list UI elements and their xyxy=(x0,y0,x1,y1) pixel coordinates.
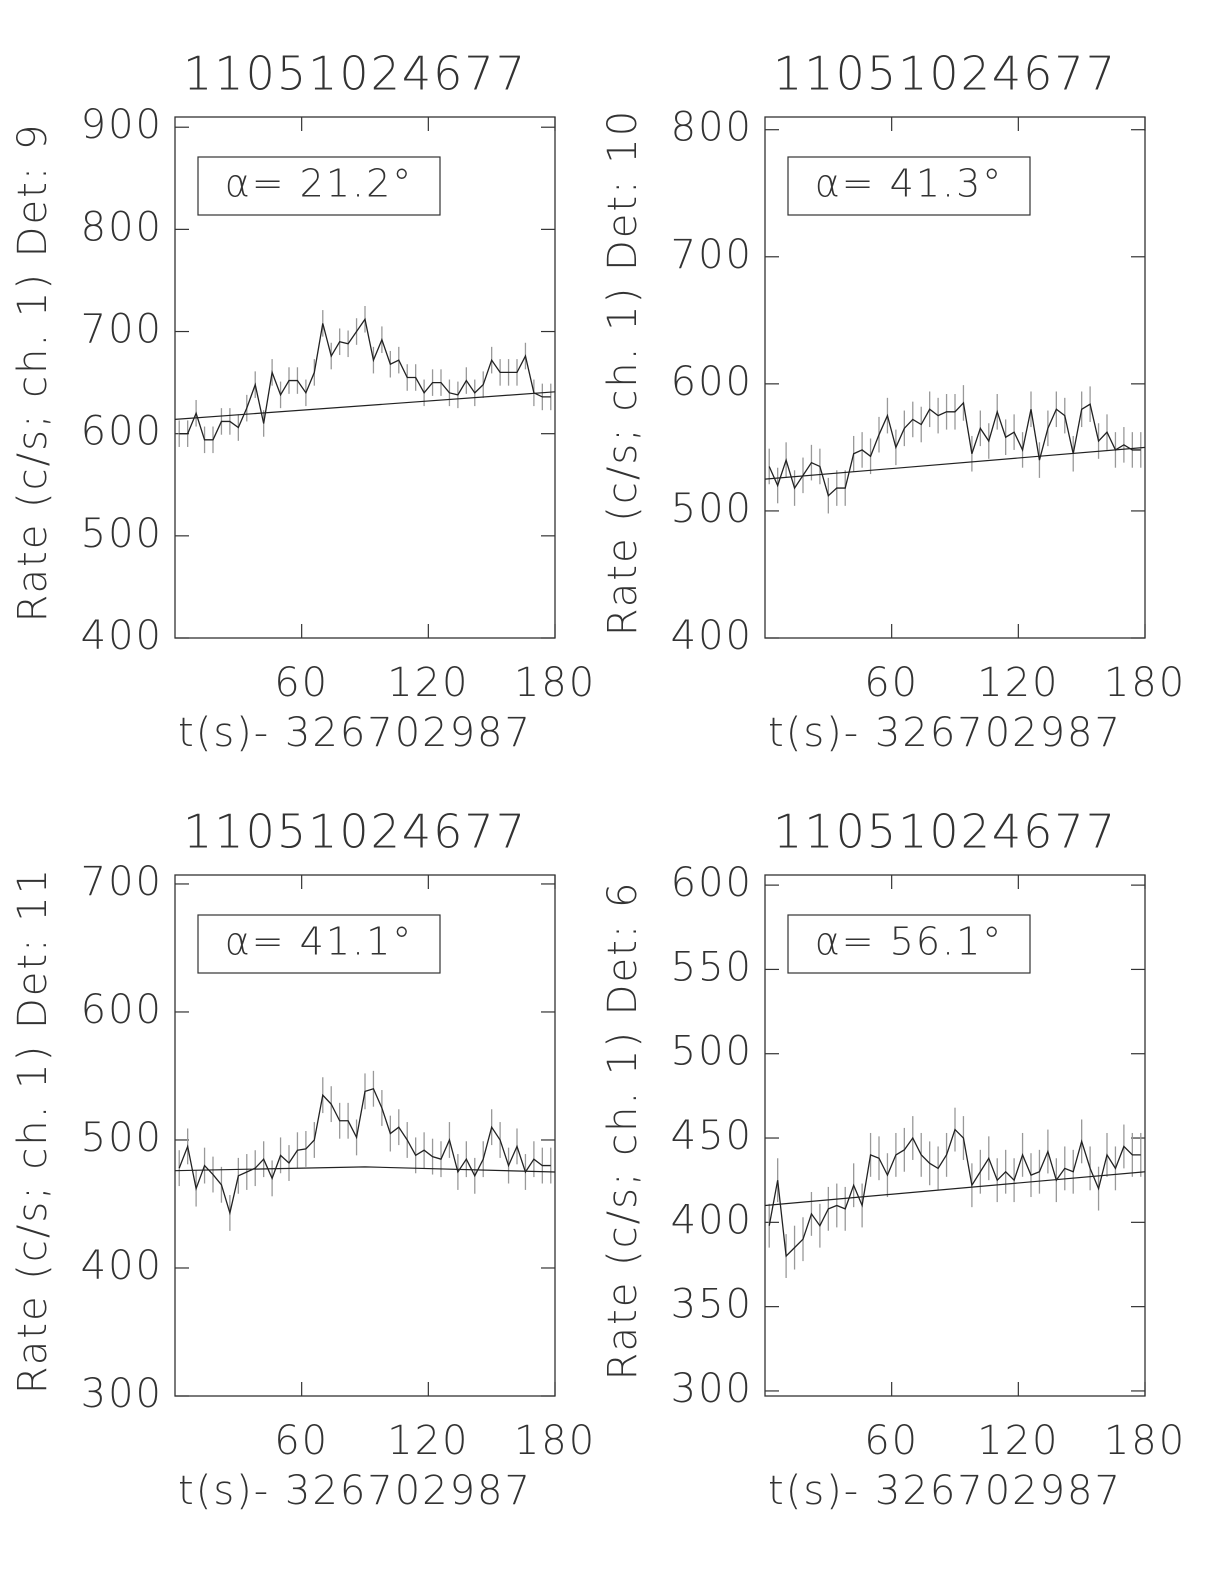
plot-frame xyxy=(764,116,1146,639)
x-tick-label: 180 xyxy=(1104,660,1186,706)
data-line xyxy=(179,317,551,441)
y-tick-label: 500 xyxy=(81,1115,163,1161)
annotation-box xyxy=(197,156,441,216)
y-axis-label: Rate (c/s; ch. 1) Det: 11 xyxy=(10,867,56,1394)
x-tick-label: 60 xyxy=(864,660,919,706)
data-line xyxy=(768,1128,1141,1258)
annotation: α= 56.1° xyxy=(815,920,1004,964)
annotation-box xyxy=(197,914,441,974)
x-tick-label: 120 xyxy=(387,1418,469,1464)
chart-title: 11051024677 xyxy=(183,805,527,859)
y-tick-label: 600 xyxy=(81,409,163,455)
y-tick-label: 300 xyxy=(671,1366,753,1412)
x-tick-label: 180 xyxy=(514,660,596,706)
x-tick-label: 120 xyxy=(387,660,469,706)
plot-frame xyxy=(174,874,556,1397)
fit-line xyxy=(764,446,1146,480)
plot-frame xyxy=(764,874,1146,1397)
x-tick-label: 120 xyxy=(977,660,1059,706)
fit-line xyxy=(174,391,556,420)
y-tick-label: 550 xyxy=(671,944,753,990)
plot-frame xyxy=(174,116,556,639)
annotation-box xyxy=(787,156,1031,216)
y-tick-label: 600 xyxy=(671,860,753,906)
data-line xyxy=(178,1087,551,1216)
y-tick-label: 400 xyxy=(671,613,753,659)
data-line xyxy=(768,401,1141,497)
y-tick-label: 600 xyxy=(671,359,753,405)
y-tick-label: 800 xyxy=(81,204,163,250)
y-tick-label: 400 xyxy=(81,1243,163,1289)
y-tick-label: 450 xyxy=(671,1113,753,1159)
annotation: α= 41.1° xyxy=(225,920,414,964)
annotation: α= 41.3° xyxy=(815,162,1004,206)
y-axis-label: Rate (c/s; ch. 1) Det: 6 xyxy=(600,881,646,1381)
y-tick-label: 500 xyxy=(671,486,753,532)
x-tick-label: 180 xyxy=(1104,1418,1186,1464)
y-tick-label: 700 xyxy=(81,307,163,353)
chart-title: 11051024677 xyxy=(773,805,1117,859)
y-tick-label: 700 xyxy=(81,859,163,905)
x-tick-label: 60 xyxy=(274,1418,329,1464)
y-tick-label: 600 xyxy=(81,987,163,1033)
y-tick-label: 400 xyxy=(81,613,163,659)
x-axis-label: t(s)- 326702987 xyxy=(768,1468,1122,1514)
annotation-box xyxy=(787,914,1031,974)
x-axis-label: t(s)- 326702987 xyxy=(178,1468,532,1514)
annotation: α= 21.2° xyxy=(225,162,414,206)
y-tick-label: 800 xyxy=(671,105,753,151)
y-axis-label: Rate (c/s; ch. 1) Det: 10 xyxy=(600,109,646,636)
y-tick-label: 700 xyxy=(671,232,753,278)
x-axis-label: t(s)- 326702987 xyxy=(178,710,532,756)
chart-title: 11051024677 xyxy=(183,47,527,101)
chart-title: 11051024677 xyxy=(773,47,1117,101)
fit-line xyxy=(174,1166,556,1173)
y-tick-label: 300 xyxy=(81,1371,163,1417)
fit-line xyxy=(764,1171,1146,1207)
y-tick-label: 500 xyxy=(81,511,163,557)
y-axis-label: Rate (c/s; ch. 1) Det: 9 xyxy=(10,123,56,623)
y-tick-label: 350 xyxy=(671,1282,753,1328)
x-axis-label: t(s)- 326702987 xyxy=(768,710,1122,756)
x-tick-label: 180 xyxy=(514,1418,596,1464)
y-tick-label: 900 xyxy=(81,102,163,148)
y-tick-label: 500 xyxy=(671,1029,753,1075)
y-tick-label: 400 xyxy=(671,1197,753,1243)
x-tick-label: 60 xyxy=(864,1418,919,1464)
x-tick-label: 120 xyxy=(977,1418,1059,1464)
x-tick-label: 60 xyxy=(274,660,329,706)
